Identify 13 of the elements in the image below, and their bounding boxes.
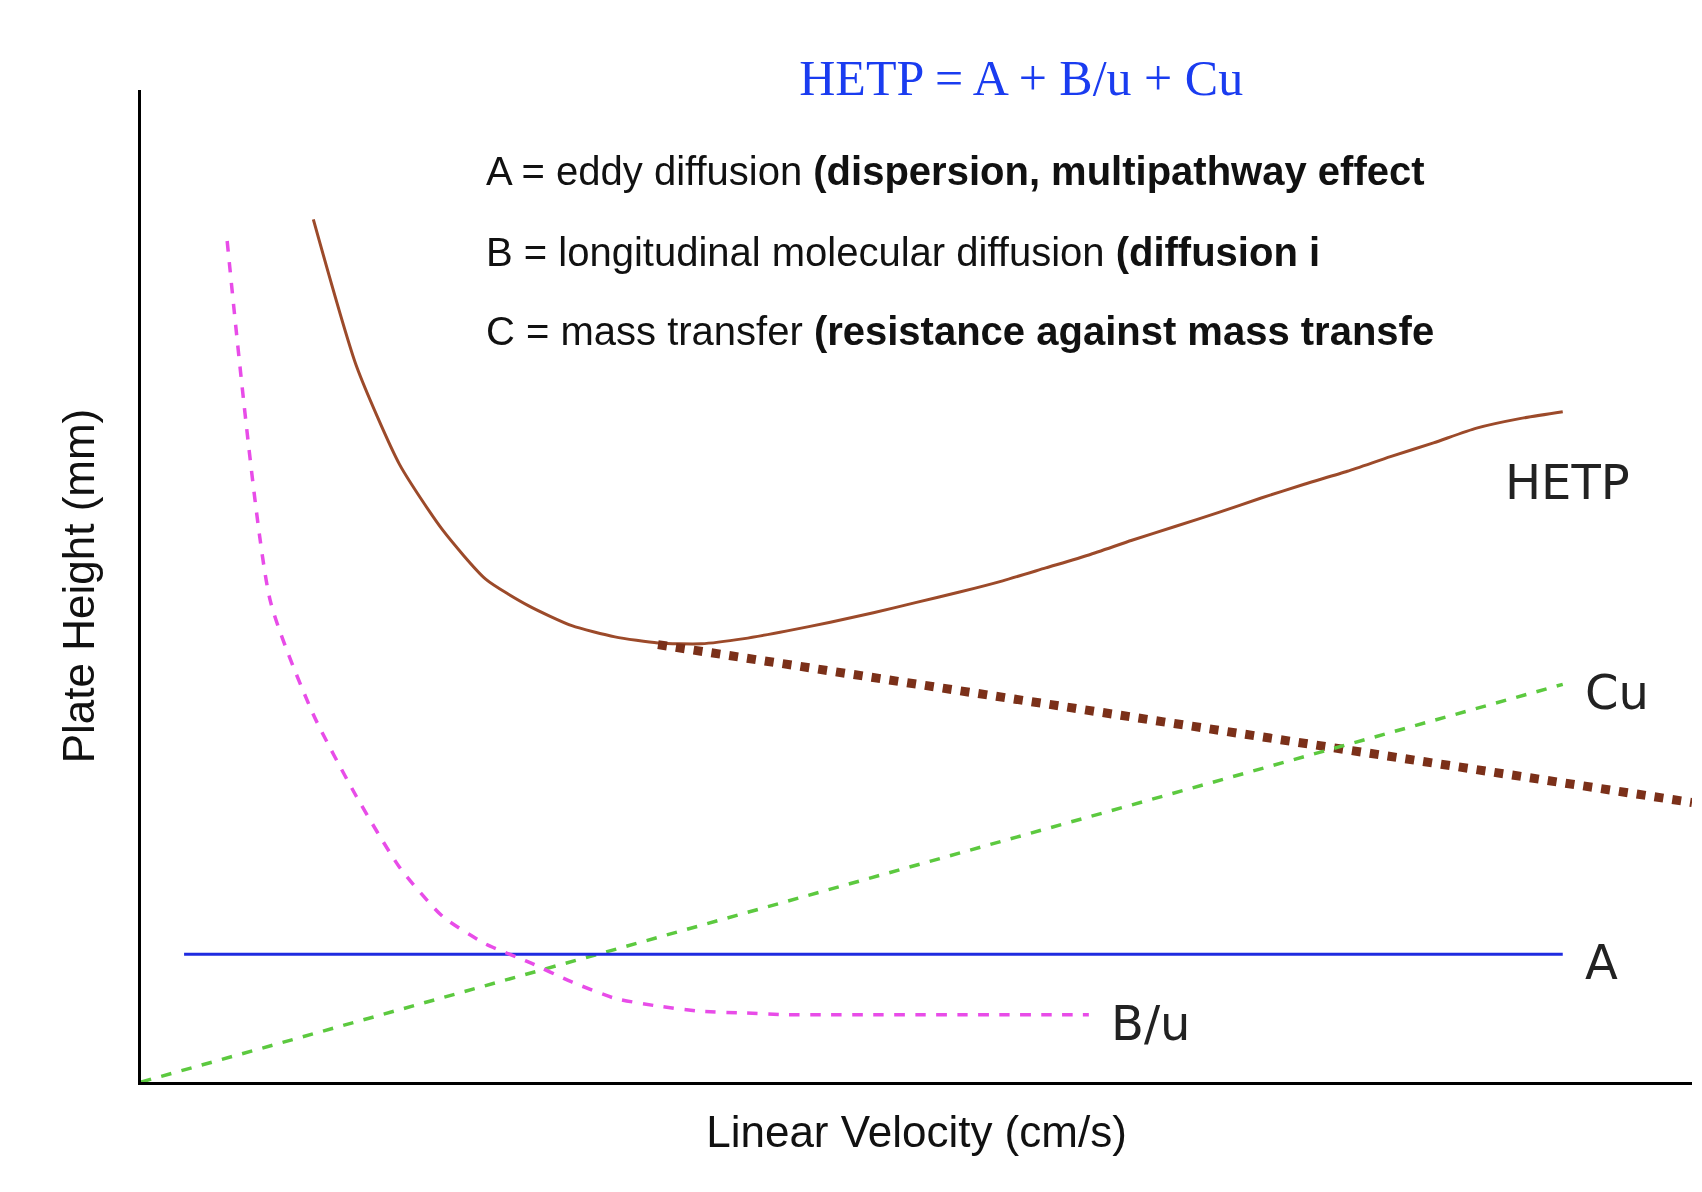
annotation: (diffusion i bbox=[1115, 230, 1321, 274]
series-label: HETP bbox=[1505, 454, 1630, 510]
text: (dispersion, multipathway effect bbox=[813, 149, 1425, 193]
annotation: C = mass transfer bbox=[486, 309, 803, 353]
series-label: Cu bbox=[1585, 664, 1649, 720]
text: A = eddy diffusion bbox=[486, 149, 803, 193]
annotation: (resistance against mass transfe bbox=[813, 309, 1435, 353]
annotation: B = longitudinal molecular diffusion bbox=[486, 230, 1105, 274]
x-axis-title: Linear Velocity (cm/s) bbox=[706, 1106, 1127, 1156]
series-label: A bbox=[1585, 934, 1618, 990]
y-axis-title: Plate Height (mm) bbox=[54, 408, 104, 764]
series-label: B/u bbox=[1111, 995, 1191, 1051]
chart-title: HETP = A + B/u + Cu bbox=[799, 49, 1244, 106]
